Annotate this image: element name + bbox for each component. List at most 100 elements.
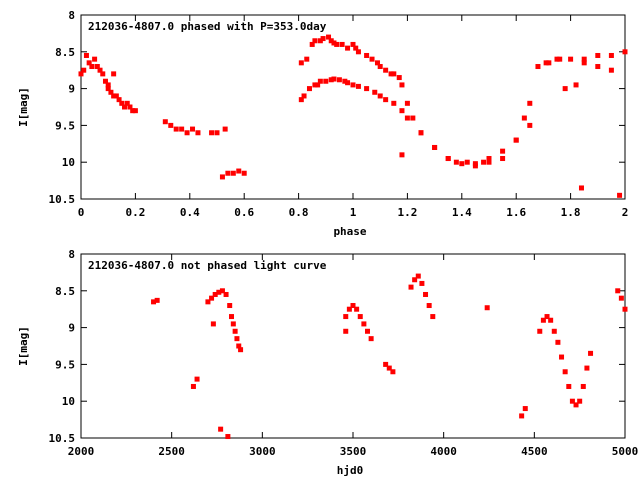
unphased-data-point	[229, 314, 235, 320]
phased-data-point	[236, 168, 242, 174]
phased-x-tick-label: 1.4	[452, 206, 472, 219]
phased-data-point	[350, 82, 356, 88]
phased-data-point	[399, 108, 405, 114]
phased-data-point	[399, 82, 405, 88]
unphased-x-tick-label: 2500	[158, 445, 185, 458]
unphased-data-point	[584, 365, 590, 371]
unphased-chart-title: 212036-4807.0 not phased light curve	[88, 259, 327, 272]
phased-data-point	[219, 174, 225, 180]
phased-data-point	[383, 97, 389, 103]
phased-data-point	[557, 56, 563, 62]
unphased-data-point	[205, 299, 211, 305]
phased-data-point	[298, 60, 304, 66]
unphased-data-point	[408, 284, 414, 290]
phased-data-point	[355, 49, 361, 55]
phased-data-point	[527, 100, 533, 106]
phased-y-tick-label: 10	[62, 156, 75, 169]
phased-data-point	[432, 144, 438, 150]
unphased-data-point	[365, 328, 371, 334]
phased-data-point	[317, 38, 323, 44]
unphased-data-point	[430, 314, 436, 320]
phased-data-point	[328, 38, 334, 44]
phased-data-point	[168, 122, 174, 128]
phased-data-point	[355, 83, 361, 89]
phased-data-point	[113, 93, 119, 99]
unphased-data-point	[151, 299, 157, 305]
unphased-y-tick-label: 9.5	[55, 358, 75, 371]
phased-data-point	[472, 161, 478, 167]
phased-data-point	[81, 67, 87, 73]
phased-x-tick-label: 0	[78, 206, 85, 219]
unphased-x-tick-label: 4500	[521, 445, 548, 458]
unphased-data-point	[225, 434, 231, 440]
phased-data-point	[562, 86, 568, 92]
phased-light-curve-panel: 212036-4807.0 phased with P=353.0day pha…	[17, 9, 628, 238]
phased-y-tick-label: 8	[68, 9, 75, 22]
unphased-data-point	[212, 291, 218, 297]
phased-data-point	[445, 156, 451, 162]
phased-data-point	[130, 108, 136, 114]
phased-data-point	[298, 97, 304, 103]
phased-data-point	[350, 41, 356, 47]
phased-data-point	[617, 192, 623, 198]
phased-data-point	[317, 78, 323, 84]
phased-data-point	[513, 137, 519, 143]
phased-data-point	[535, 64, 541, 70]
phased-data-point	[162, 119, 168, 125]
phased-data-point	[377, 64, 383, 70]
unphased-data-point	[234, 336, 240, 342]
phased-data-point	[241, 170, 247, 176]
phased-x-axis-label: phase	[333, 225, 366, 238]
phased-data-point	[364, 52, 370, 58]
unphased-y-axis-label: I[mag]	[17, 326, 30, 366]
unphased-data-point	[190, 383, 196, 389]
phased-data-point	[336, 77, 342, 83]
unphased-x-tick-label: 2000	[68, 445, 95, 458]
unphased-data-point	[210, 321, 216, 327]
phased-data-point	[320, 36, 326, 42]
phased-x-tick-label: 1.8	[561, 206, 581, 219]
phased-data-point	[102, 78, 108, 84]
phased-data-point	[89, 64, 95, 70]
phased-data-point	[345, 45, 351, 51]
phased-data-point	[173, 126, 179, 132]
phased-data-point	[127, 104, 133, 110]
unphased-data-point	[544, 314, 550, 320]
phased-data-point	[486, 156, 492, 162]
phased-data-point	[546, 60, 552, 66]
unphased-data-point	[154, 297, 160, 303]
unphased-data-point	[548, 317, 554, 323]
phased-data-point	[222, 126, 228, 132]
phased-data-point	[521, 115, 527, 121]
phased-data-point	[578, 185, 584, 191]
phased-data-point	[410, 115, 416, 121]
unphased-data-point	[346, 306, 352, 312]
unphased-data-point	[540, 317, 546, 323]
unphased-data-point	[419, 280, 425, 286]
unphased-data-point	[569, 398, 575, 404]
phased-data-points	[78, 34, 628, 198]
phased-data-point	[225, 170, 231, 176]
unphased-y-tick-label: 8.5	[55, 285, 75, 298]
phased-data-point	[122, 104, 128, 110]
unphased-data-point	[618, 295, 624, 301]
phased-data-point	[391, 71, 397, 77]
unphased-data-point	[415, 273, 421, 279]
phased-chart-title: 212036-4807.0 phased with P=353.0day	[88, 20, 327, 33]
phased-data-point	[323, 78, 329, 84]
phased-data-point	[608, 67, 614, 73]
phased-y-tick-label: 10.5	[49, 193, 76, 206]
phased-data-point	[554, 56, 560, 62]
phased-data-point	[190, 126, 196, 132]
phased-data-point	[543, 60, 549, 66]
unphased-data-point	[216, 289, 222, 295]
unphased-data-point	[343, 314, 349, 320]
phased-y-tick-label: 8.5	[55, 46, 75, 59]
phased-data-point	[195, 130, 201, 136]
phased-x-tick-label: 2	[622, 206, 629, 219]
unphased-data-point	[218, 426, 224, 432]
phased-x-tick-label: 0.4	[180, 206, 200, 219]
phased-data-point	[622, 49, 628, 55]
phased-data-point	[105, 86, 111, 92]
unphased-data-point	[522, 406, 528, 412]
